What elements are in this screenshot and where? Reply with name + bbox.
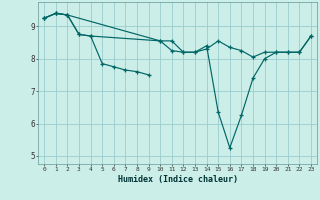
X-axis label: Humidex (Indice chaleur): Humidex (Indice chaleur) (118, 175, 238, 184)
